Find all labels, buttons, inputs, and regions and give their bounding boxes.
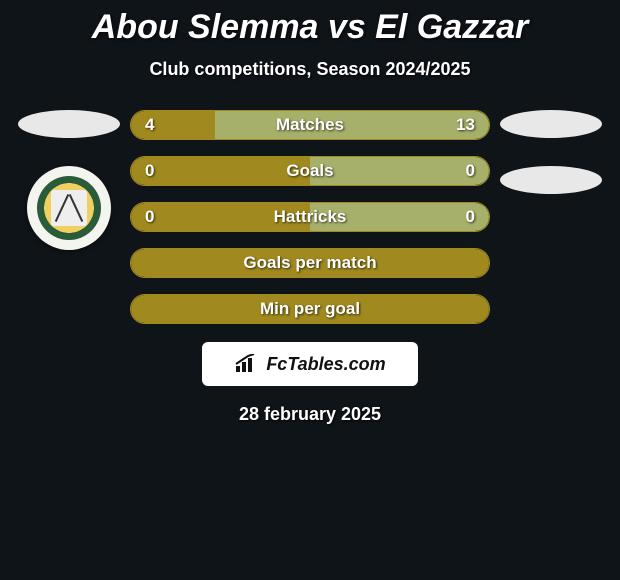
- stat-bar-row: 00Hattricks: [130, 202, 490, 232]
- bar-label: Min per goal: [131, 299, 489, 319]
- left-side: [8, 110, 130, 324]
- brand-box: FcTables.com: [202, 342, 418, 386]
- player-left-ellipse: [18, 110, 120, 138]
- stat-bars: 413Matches 00Goals 00Hattricks Goals per ma…: [130, 110, 490, 324]
- team-left-crest: [27, 166, 111, 250]
- stat-bar-row: 00Goals: [130, 156, 490, 186]
- bar-label: Goals per match: [131, 253, 489, 273]
- brand-chart-icon: [234, 354, 260, 374]
- team-right-ellipse: [500, 166, 602, 194]
- stat-bar-row: Min per goal: [130, 294, 490, 324]
- stat-bar-row: 413Matches: [130, 110, 490, 140]
- subtitle: Club competitions, Season 2024/2025: [0, 59, 620, 80]
- brand-text: FcTables.com: [266, 354, 385, 375]
- comparison-content: 413Matches 00Goals 00Hattricks Goals per ma…: [0, 110, 620, 324]
- bar-label: Hattricks: [131, 207, 489, 227]
- stat-bar-row: Goals per match: [130, 248, 490, 278]
- player-right-ellipse: [500, 110, 602, 138]
- bar-label: Matches: [131, 115, 489, 135]
- page-title: Abou Slemma vs El Gazzar: [0, 0, 620, 47]
- bar-label: Goals: [131, 161, 489, 181]
- date-text: 28 february 2025: [0, 404, 620, 425]
- right-side: [490, 110, 612, 324]
